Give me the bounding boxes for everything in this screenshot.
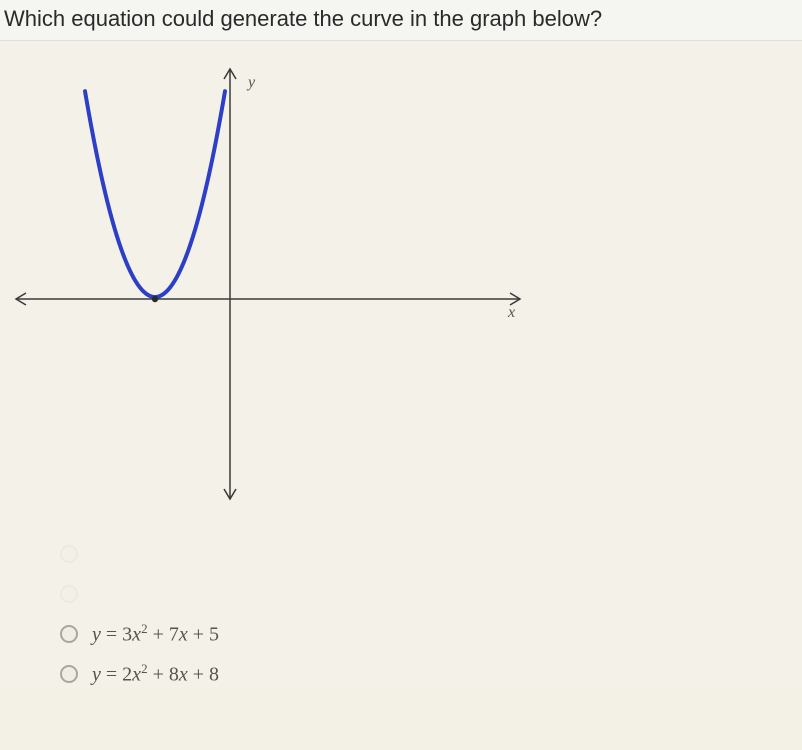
content-area: xy y = 3x2 + 7x + 5 y = 2x2 + 8x + 8	[0, 41, 802, 689]
radio-icon[interactable]	[60, 545, 78, 563]
parabola-chart: xy	[10, 59, 530, 509]
svg-text:y: y	[246, 74, 256, 91]
option-label-4: y = 2x2 + 8x + 8	[92, 661, 219, 687]
option-label-3: y = 3x2 + 7x + 5	[92, 621, 219, 647]
page: Which equation could generate the curve …	[0, 0, 802, 750]
option-row-3[interactable]: y = 3x2 + 7x + 5	[60, 619, 802, 649]
radio-icon[interactable]	[60, 585, 78, 603]
option-row-1[interactable]	[60, 539, 802, 569]
option-row-2[interactable]	[60, 579, 802, 609]
answer-options: y = 3x2 + 7x + 5 y = 2x2 + 8x + 8	[10, 509, 802, 689]
radio-icon[interactable]	[60, 625, 78, 643]
svg-text:x: x	[507, 304, 515, 321]
question-text: Which equation could generate the curve …	[4, 6, 794, 32]
question-bar: Which equation could generate the curve …	[0, 0, 802, 41]
radio-icon[interactable]	[60, 665, 78, 683]
chart-svg: xy	[10, 59, 530, 509]
option-row-4[interactable]: y = 2x2 + 8x + 8	[60, 659, 802, 689]
